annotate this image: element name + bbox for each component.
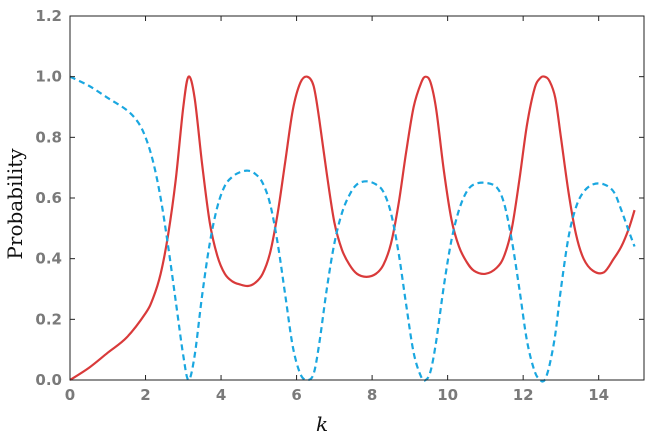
x-tick-label: 0 (65, 386, 75, 404)
y-tick-label: 0.2 (35, 310, 62, 328)
x-axis-title: k (316, 412, 328, 436)
y-tick-label: 0.6 (35, 189, 62, 207)
x-tick-label: 10 (437, 386, 458, 404)
dashed-blue-series-line (69, 75, 636, 383)
x-tick-label: 12 (513, 386, 534, 404)
y-tick-label: 0.8 (35, 128, 62, 146)
y-tick-label: 1.0 (35, 68, 62, 86)
x-tick-label: 8 (367, 386, 377, 404)
solid-red-series-line (69, 75, 636, 381)
x-tick-label: 2 (140, 386, 150, 404)
x-tick-label: 4 (216, 386, 226, 404)
series-layer (69, 75, 636, 383)
tick-layer: 0 2 4 6 8 10 12 14 0.0 0.2 0.4 0.6 0.8 1.0 1.2 (35, 7, 644, 404)
y-axis-title: Probability (3, 148, 27, 260)
y-tick-label: 0.4 (35, 250, 62, 268)
plot-frame (69, 15, 645, 381)
x-tick-label: 14 (588, 386, 609, 404)
y-tick-label: 0.0 (35, 371, 62, 389)
y-tick-label: 1.2 (35, 7, 62, 25)
x-tick-label: 6 (291, 386, 301, 404)
